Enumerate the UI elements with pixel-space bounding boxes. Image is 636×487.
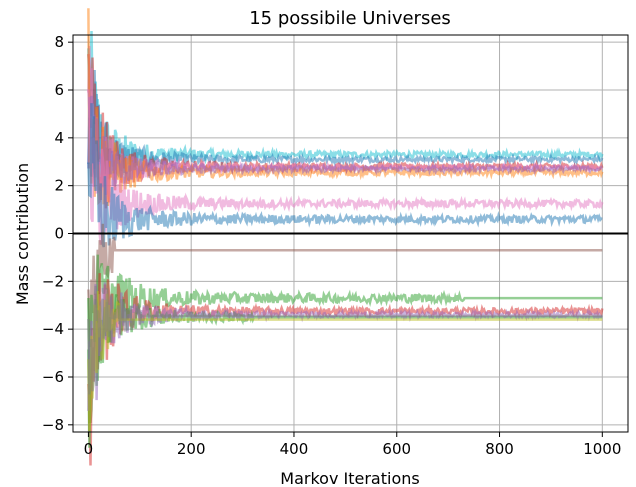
- y-tick-label: 2: [54, 177, 64, 195]
- series-line: [87, 223, 603, 348]
- y-tick-label: 6: [54, 81, 64, 99]
- series-line: [87, 69, 604, 191]
- series-line: [87, 103, 603, 248]
- series-line: [87, 291, 603, 432]
- y-tick-label: −6: [42, 368, 64, 386]
- y-tick-label: 8: [54, 33, 64, 51]
- x-tick-label: 1000: [583, 440, 621, 458]
- x-axis-label: Markov Iterations: [280, 469, 419, 487]
- series-line: [87, 285, 603, 395]
- x-tick-label: 0: [84, 440, 94, 458]
- y-tick-label: −4: [42, 320, 64, 338]
- y-tick-label: −8: [42, 416, 64, 434]
- y-tick-label: 4: [54, 129, 64, 147]
- x-tick-label: 800: [485, 440, 514, 458]
- x-tick-label: 600: [382, 440, 411, 458]
- x-tick-label: 400: [280, 440, 309, 458]
- x-tick-label: 200: [177, 440, 206, 458]
- y-axis-ticks: −8 −6 −4 −2 0 2 4 6 8: [42, 33, 73, 434]
- y-axis-label: Mass contribution: [13, 163, 32, 305]
- series-line: [87, 95, 603, 196]
- series-line: [87, 254, 603, 423]
- y-tick-label: 0: [54, 225, 64, 243]
- series-line: [87, 89, 604, 245]
- series-group: [87, 8, 604, 466]
- chart-title: 15 possibile Universes: [249, 8, 451, 29]
- x-axis-ticks: 0 200 400 600 800 1000: [84, 432, 621, 458]
- y-tick-label: −2: [42, 272, 64, 290]
